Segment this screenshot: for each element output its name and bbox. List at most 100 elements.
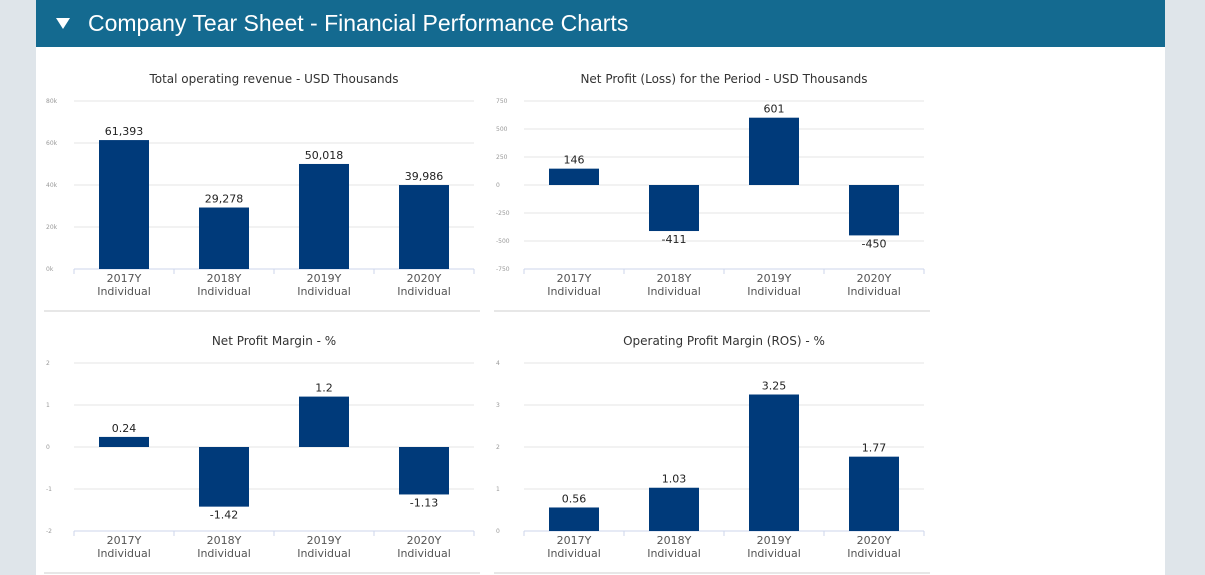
x-tick-label: Individual	[197, 547, 251, 560]
x-tick-label: Individual	[647, 285, 701, 298]
x-tick-label: Individual	[547, 547, 601, 560]
y-tick-label: -750	[496, 266, 510, 273]
y-tick-label: -1	[46, 486, 52, 493]
bar	[199, 447, 249, 507]
x-tick-label: 2018Y	[207, 534, 242, 547]
bar	[299, 163, 349, 269]
chart-title: Net Profit Margin - %	[212, 334, 336, 348]
x-tick-label: Individual	[197, 285, 251, 298]
section-title: Company Tear Sheet - Financial Performan…	[88, 10, 629, 36]
x-tick-label: 2017Y	[557, 272, 592, 285]
x-tick-label: 2020Y	[407, 272, 442, 285]
bar	[99, 140, 149, 269]
y-tick-label: -500	[496, 238, 510, 245]
chart-title: Total operating revenue - USD Thousands	[148, 72, 398, 86]
y-tick-label: 40k	[46, 182, 58, 189]
x-tick-label: 2017Y	[107, 272, 142, 285]
bar	[649, 487, 699, 531]
chart-title: Net Profit (Loss) for the Period - USD T…	[580, 72, 867, 86]
data-label: -1.13	[410, 496, 438, 509]
bar	[549, 507, 599, 531]
y-tick-label: 2	[496, 444, 500, 451]
x-tick-label: Individual	[647, 547, 701, 560]
scrollbar-track[interactable]	[1180, 0, 1205, 575]
x-tick-label: 2020Y	[857, 272, 892, 285]
chart-svg: Operating Profit Margin (ROS) - % 0 1 2 3 4 0.…	[494, 334, 930, 574]
y-tick-label: 0	[496, 528, 500, 535]
bar	[99, 436, 149, 447]
x-tick-label: 2017Y	[557, 534, 592, 547]
data-label: 0.24	[112, 422, 137, 435]
collapse-triangle-icon[interactable]	[56, 18, 70, 29]
bar	[199, 207, 249, 269]
bar	[649, 185, 699, 232]
x-tick-label: Individual	[847, 547, 901, 560]
data-label: 61,393	[105, 125, 144, 138]
section-header[interactable]: Company Tear Sheet - Financial Performan…	[36, 0, 1165, 47]
y-tick-label: 80k	[46, 98, 58, 105]
x-tick-label: 2020Y	[407, 534, 442, 547]
x-tick-label: 2018Y	[657, 534, 692, 547]
y-tick-label: 3	[496, 402, 500, 409]
x-tick-label: Individual	[297, 547, 351, 560]
data-label: -411	[662, 233, 687, 246]
y-tick-label: 60k	[46, 140, 58, 147]
chart-total-operating-revenue: Total operating revenue - USD Thousands 0…	[44, 66, 480, 312]
bar	[849, 185, 899, 236]
data-label: 0.56	[562, 492, 587, 505]
y-tick-label: 0	[46, 444, 50, 451]
data-label: 1.2	[315, 382, 333, 395]
x-tick-label: Individual	[847, 285, 901, 298]
x-tick-label: Individual	[547, 285, 601, 298]
x-tick-label: Individual	[397, 285, 451, 298]
bar	[749, 394, 799, 531]
x-tick-label: Individual	[97, 285, 151, 298]
data-label: 601	[764, 103, 785, 116]
y-tick-label: 250	[496, 154, 508, 161]
data-label: -1.42	[210, 509, 238, 522]
y-tick-label: 500	[496, 126, 508, 133]
chart-svg: Net Profit Margin - % -2 -1 0 1 2 0.24 2017Y Ind…	[44, 334, 480, 574]
bar	[399, 447, 449, 495]
x-tick-label: 2018Y	[207, 272, 242, 285]
x-tick-label: Individual	[297, 285, 351, 298]
y-tick-label: -250	[496, 210, 510, 217]
y-tick-label: 0	[496, 182, 500, 189]
bar	[849, 456, 899, 531]
data-label: -450	[862, 237, 887, 250]
chart-operating-profit-margin: Operating Profit Margin (ROS) - % 0 1 2 3 4 0.…	[494, 328, 930, 574]
x-tick-label: 2020Y	[857, 534, 892, 547]
y-tick-label: 1	[46, 402, 50, 409]
x-tick-label: Individual	[747, 285, 801, 298]
data-label: 146	[564, 154, 585, 167]
bar	[549, 168, 599, 185]
chart-net-profit: Net Profit (Loss) for the Period - USD T…	[494, 66, 930, 312]
bar	[299, 396, 349, 447]
bar	[749, 117, 799, 185]
y-tick-label: -2	[46, 528, 52, 535]
x-tick-label: 2019Y	[307, 534, 342, 547]
y-tick-label: 2	[46, 360, 50, 367]
data-label: 1.03	[662, 473, 687, 486]
x-tick-label: Individual	[397, 547, 451, 560]
data-label: 3.25	[762, 380, 787, 393]
chart-svg: Total operating revenue - USD Thousands 0…	[44, 72, 480, 312]
data-label: 50,018	[305, 149, 344, 162]
x-tick-label: 2017Y	[107, 534, 142, 547]
x-tick-label: 2019Y	[757, 272, 792, 285]
data-label: 1.77	[862, 442, 887, 455]
chart-title: Operating Profit Margin (ROS) - %	[623, 334, 825, 348]
x-tick-label: 2019Y	[757, 534, 792, 547]
x-tick-label: Individual	[747, 547, 801, 560]
bar	[399, 185, 449, 269]
chart-svg: Net Profit (Loss) for the Period - USD T…	[494, 72, 930, 312]
y-tick-label: 4	[496, 360, 500, 367]
y-tick-label: 0k	[46, 266, 54, 273]
y-tick-label: 750	[496, 98, 508, 105]
y-tick-label: 20k	[46, 224, 58, 231]
data-label: 29,278	[205, 193, 244, 206]
y-tick-label: 1	[496, 486, 500, 493]
data-label: 39,986	[405, 170, 444, 183]
x-tick-label: 2018Y	[657, 272, 692, 285]
x-tick-label: 2019Y	[307, 272, 342, 285]
